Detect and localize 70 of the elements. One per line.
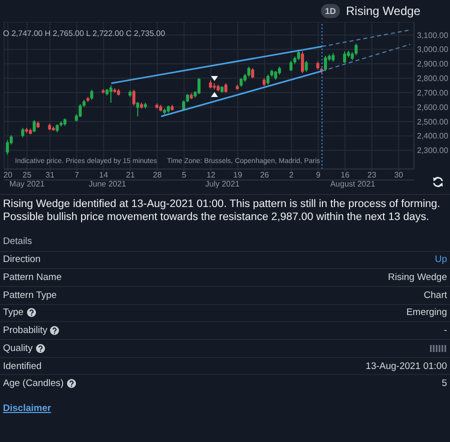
candlestick [109,84,112,104]
candlestick [21,127,24,138]
text: Probability [3,325,48,336]
text: Details [3,236,32,248]
candlestick [90,89,94,100]
text: Type [3,307,24,318]
candlestick [300,51,304,74]
chart-title: Rising Wedge [346,3,420,19]
candlestick [247,66,250,78]
y-tick-label: 2,800.00 [417,74,449,84]
candlestick [324,55,327,72]
x-tick-label: 2 [289,170,294,180]
text: Emerging [406,307,447,318]
text: Age (Candles) [3,378,64,390]
y-tick-label: 2,600.00 [417,102,449,112]
text: Chart [424,290,447,301]
candlestick [266,74,270,86]
y-tick-label: 2,900.00 [417,60,449,69]
x-tick-label: 5 [182,170,187,180]
candlestick [224,82,228,94]
x-tick-label: 16 [340,170,350,180]
candlestick [32,120,36,133]
x-tick-label: 19 [233,170,243,180]
y-tick-label: 3,100.00 [417,30,449,40]
x2-tick-label: May 2021 [9,180,46,189]
candlestick [251,68,254,79]
text: 1D [321,4,340,18]
text: 5 [442,378,447,390]
candlestick [304,60,308,72]
text: Up [434,254,447,266]
y-tick-label: 2,700.00 [417,88,449,98]
text: Disclaimer [3,403,52,414]
candlestick [297,50,300,61]
text: Direction [3,254,40,266]
candlestick [289,60,292,72]
y-tick-label: 3,000.00 [417,45,449,54]
x-tick-label: 31 [46,170,55,180]
x-tick-label: 25 [22,170,32,180]
x-tick-label: 21 [126,170,136,180]
text: Possible bullish price movement towards the resistance 2,987.00 within the next 13 days. [3,211,430,224]
x2-tick-label: July 2021 [205,180,240,189]
y-tick-label: 2,500.00 [417,117,449,126]
text: Rising Wedge [388,272,447,284]
x-tick-label: 14 [99,170,109,180]
y-tick-label: 2,300.00 [417,146,449,156]
text: - [444,325,447,336]
x-tick-label: 20 [3,170,13,180]
x-tick-label: 7 [74,170,80,180]
x-tick-label: 28 [152,170,162,180]
x-tick-label: 12 [206,170,216,180]
candlestick [136,101,140,117]
candlestick [354,43,358,56]
text: Pattern Name [3,272,62,284]
annotation: O 2,747.00 H 2,765.00 L 2,722.00 C 2,735.00 [3,29,166,38]
text: Identified [3,360,42,372]
x2-tick-label: August 2021 [330,180,376,189]
y-tick-label: 2,400.00 [417,132,449,141]
x2-tick-label: June 2021 [88,180,127,189]
x-tick-label: 26 [260,170,270,180]
candlestick [198,78,201,95]
candlestick [78,104,82,118]
x-tick-label: 9 [316,170,321,180]
candlestick [132,89,136,106]
text: Rising Wedge identified at 13-Aug-2021 01:00. This pattern is still in the process of forming. [3,198,440,211]
x-tick-label: 23 [367,170,377,180]
candlestick [343,51,346,64]
x-tick-label: 30 [394,170,404,180]
text: Pattern Type [3,290,57,301]
text: 13-Aug-2021 01:00 [366,360,447,372]
text: Quality [3,342,33,354]
